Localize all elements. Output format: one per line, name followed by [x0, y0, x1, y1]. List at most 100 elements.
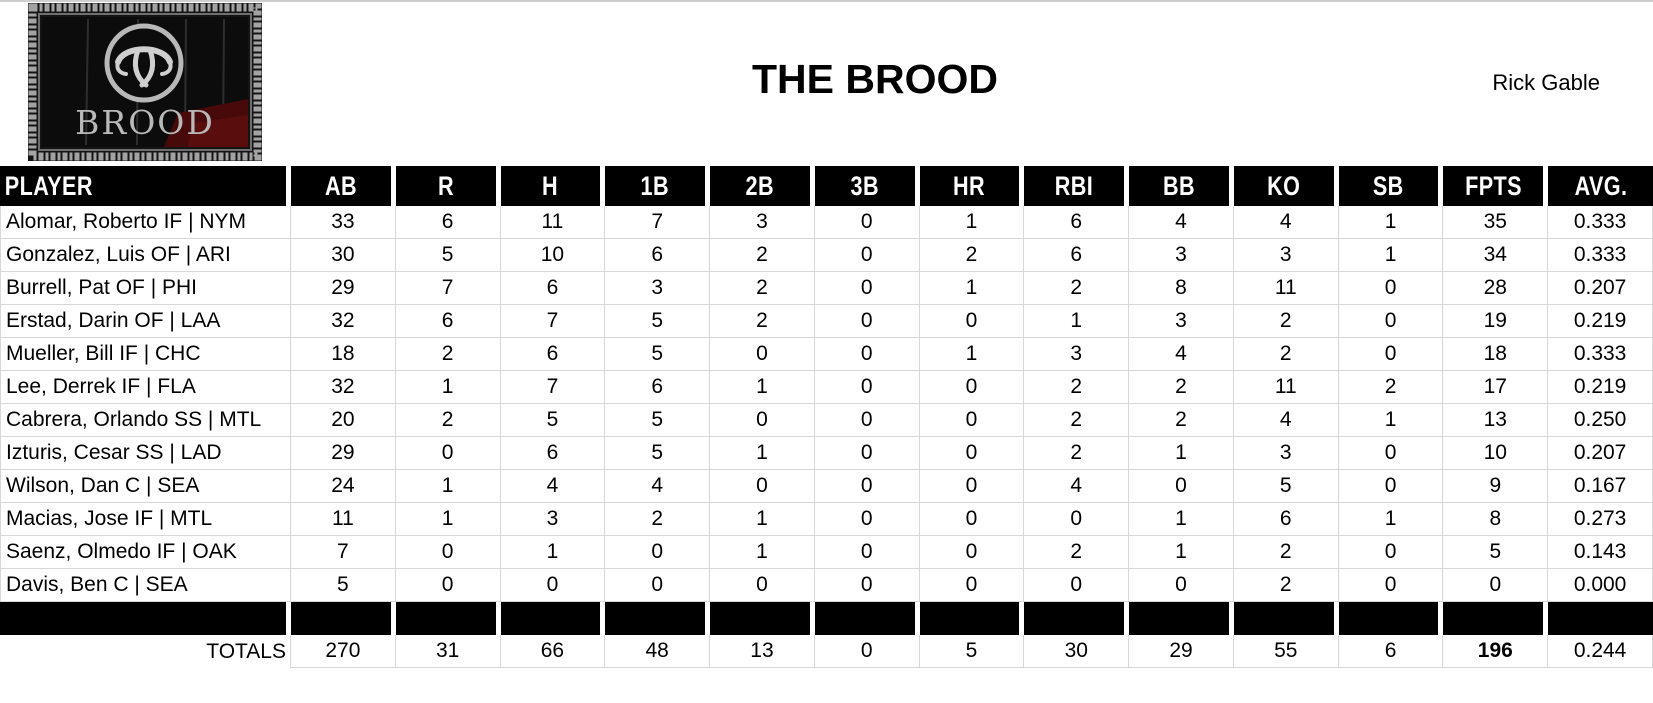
player-row: Izturis, Cesar SS | LAD 29 0 6 5 1 0 0 2 1 3 0 10 0.2…	[0, 437, 1653, 470]
column-header-sb: SB	[1338, 166, 1444, 206]
stat-cell-sb: 1	[1338, 239, 1444, 272]
stat-cell-fpts: 35	[1443, 206, 1549, 239]
stats-table-body: Alomar, Roberto IF | NYM 33 6 11 7 3 0 1 6 4 4 1 35 0…	[0, 206, 1653, 668]
stat-cell-h: 7	[500, 305, 606, 338]
stat-cell-ab: 32	[291, 371, 396, 404]
stat-cell-2b: 1	[710, 536, 815, 569]
stat-cell-h: 3	[500, 503, 606, 536]
player-name-cell: Gonzalez, Luis OF | ARI	[0, 239, 291, 272]
stat-cell-sb: 1	[1338, 404, 1444, 437]
column-header-label: HR	[953, 170, 986, 201]
total-cell-2b: 13	[710, 635, 815, 668]
stat-cell-3b: 0	[814, 371, 920, 404]
stat-cell-1b: 0	[605, 536, 711, 569]
stat-cell-ko: 3	[1233, 437, 1339, 470]
stat-cell-3b: 0	[814, 305, 920, 338]
total-cell-avg: 0.244	[1548, 635, 1653, 668]
player-name-cell: Wilson, Dan C | SEA	[0, 470, 291, 503]
total-cell-ab: 270	[291, 635, 396, 668]
total-cell-1b: 48	[605, 635, 711, 668]
stat-cell-bb: 0	[1129, 569, 1234, 602]
stat-cell-ab: 5	[291, 569, 396, 602]
player-row: Cabrera, Orlando SS | MTL 20 2 5 5 0 0 0 2 2 4 1 13 0…	[0, 404, 1653, 437]
stat-cell-rbi: 0	[1024, 503, 1130, 536]
stat-cell-bb: 1	[1129, 503, 1234, 536]
stat-cell-sb: 0	[1338, 272, 1444, 305]
stat-cell-3b: 0	[814, 503, 920, 536]
separator-cell	[1338, 602, 1444, 635]
total-cell-fpts: 196	[1443, 635, 1549, 668]
stat-cell-ko: 11	[1233, 371, 1339, 404]
stat-cell-2b: 0	[710, 404, 815, 437]
separator-cell	[1233, 602, 1339, 635]
player-name-cell: Davis, Ben C | SEA	[0, 569, 291, 602]
player-row: Saenz, Olmedo IF | OAK 7 0 1 0 1 0 0 2 1 2 0 5 0.143	[0, 536, 1653, 569]
separator-cell	[1024, 602, 1130, 635]
column-header-2b: 2B	[710, 166, 815, 206]
separator-cell	[1129, 602, 1234, 635]
total-cell-ko: 55	[1233, 635, 1339, 668]
stat-cell-h: 1	[500, 536, 606, 569]
page-title: THE BROOD	[752, 56, 998, 102]
column-header-label: 2B	[745, 170, 775, 201]
window-top-edge	[0, 0, 1653, 2]
stat-cell-2b: 0	[710, 569, 815, 602]
stat-cell-1b: 7	[605, 206, 711, 239]
stat-cell-hr: 1	[919, 272, 1025, 305]
stat-cell-sb: 2	[1338, 371, 1444, 404]
stat-cell-2b: 1	[710, 371, 815, 404]
stat-cell-ab: 7	[291, 536, 396, 569]
stat-cell-ab: 30	[291, 239, 396, 272]
stat-cell-1b: 5	[605, 305, 711, 338]
stat-cell-rbi: 2	[1024, 272, 1130, 305]
stat-cell-fpts: 8	[1443, 503, 1549, 536]
stat-cell-h: 11	[500, 206, 606, 239]
stat-cell-ab: 24	[291, 470, 396, 503]
player-name-cell: Lee, Derrek IF | FLA	[0, 371, 291, 404]
total-cell-bb: 29	[1129, 635, 1234, 668]
player-row: Mueller, Bill IF | CHC 18 2 6 5 0 0 1 3 4 2 0 18 0.33…	[0, 338, 1653, 371]
column-header-label: R	[437, 170, 454, 201]
stat-cell-ab: 29	[291, 437, 396, 470]
stat-cell-3b: 0	[814, 569, 920, 602]
stat-cell-hr: 1	[919, 206, 1025, 239]
stat-cell-fpts: 19	[1443, 305, 1549, 338]
logo-horns-symbol	[115, 46, 173, 88]
header-row: PLAYER AB R H 1B 2B 3B HR RBI BB KO SB FPTS AVG.	[0, 166, 1653, 206]
stat-cell-r: 0	[395, 437, 501, 470]
stat-cell-2b: 1	[710, 437, 815, 470]
stat-cell-avg: 0.207	[1548, 437, 1653, 470]
stat-cell-1b: 4	[605, 470, 711, 503]
stat-cell-sb: 0	[1338, 305, 1444, 338]
stat-cell-rbi: 1	[1024, 305, 1130, 338]
stat-cell-avg: 0.219	[1548, 305, 1653, 338]
total-cell-r: 31	[395, 635, 501, 668]
stat-cell-rbi: 0	[1024, 569, 1130, 602]
stat-cell-bb: 0	[1129, 470, 1234, 503]
stat-cell-1b: 5	[605, 404, 711, 437]
stat-cell-fpts: 17	[1443, 371, 1549, 404]
stat-cell-hr: 1	[919, 338, 1025, 371]
stat-cell-r: 0	[395, 536, 501, 569]
stat-cell-hr: 0	[919, 404, 1025, 437]
column-header-rbi: RBI	[1024, 166, 1130, 206]
stat-cell-3b: 0	[814, 206, 920, 239]
player-row: Lee, Derrek IF | FLA 32 1 7 6 1 0 0 2 2 11 2 17 0.219	[0, 371, 1653, 404]
stat-cell-ab: 18	[291, 338, 396, 371]
stat-cell-fpts: 0	[1443, 569, 1549, 602]
stat-cell-ko: 3	[1233, 239, 1339, 272]
player-name-cell: Mueller, Bill IF | CHC	[0, 338, 291, 371]
column-header-label: KO	[1267, 170, 1301, 201]
stat-cell-bb: 4	[1129, 338, 1234, 371]
column-header-label: 3B	[850, 170, 879, 201]
stat-cell-r: 5	[395, 239, 501, 272]
stat-cell-ab: 20	[291, 404, 396, 437]
column-header-label: 1B	[640, 170, 670, 201]
stat-cell-avg: 0.333	[1548, 239, 1653, 272]
stat-cell-ko: 4	[1233, 206, 1339, 239]
column-header-ko: KO	[1233, 166, 1339, 206]
stat-cell-ko: 11	[1233, 272, 1339, 305]
stat-cell-1b: 3	[605, 272, 711, 305]
stat-cell-ab: 11	[291, 503, 396, 536]
stat-cell-sb: 0	[1338, 437, 1444, 470]
